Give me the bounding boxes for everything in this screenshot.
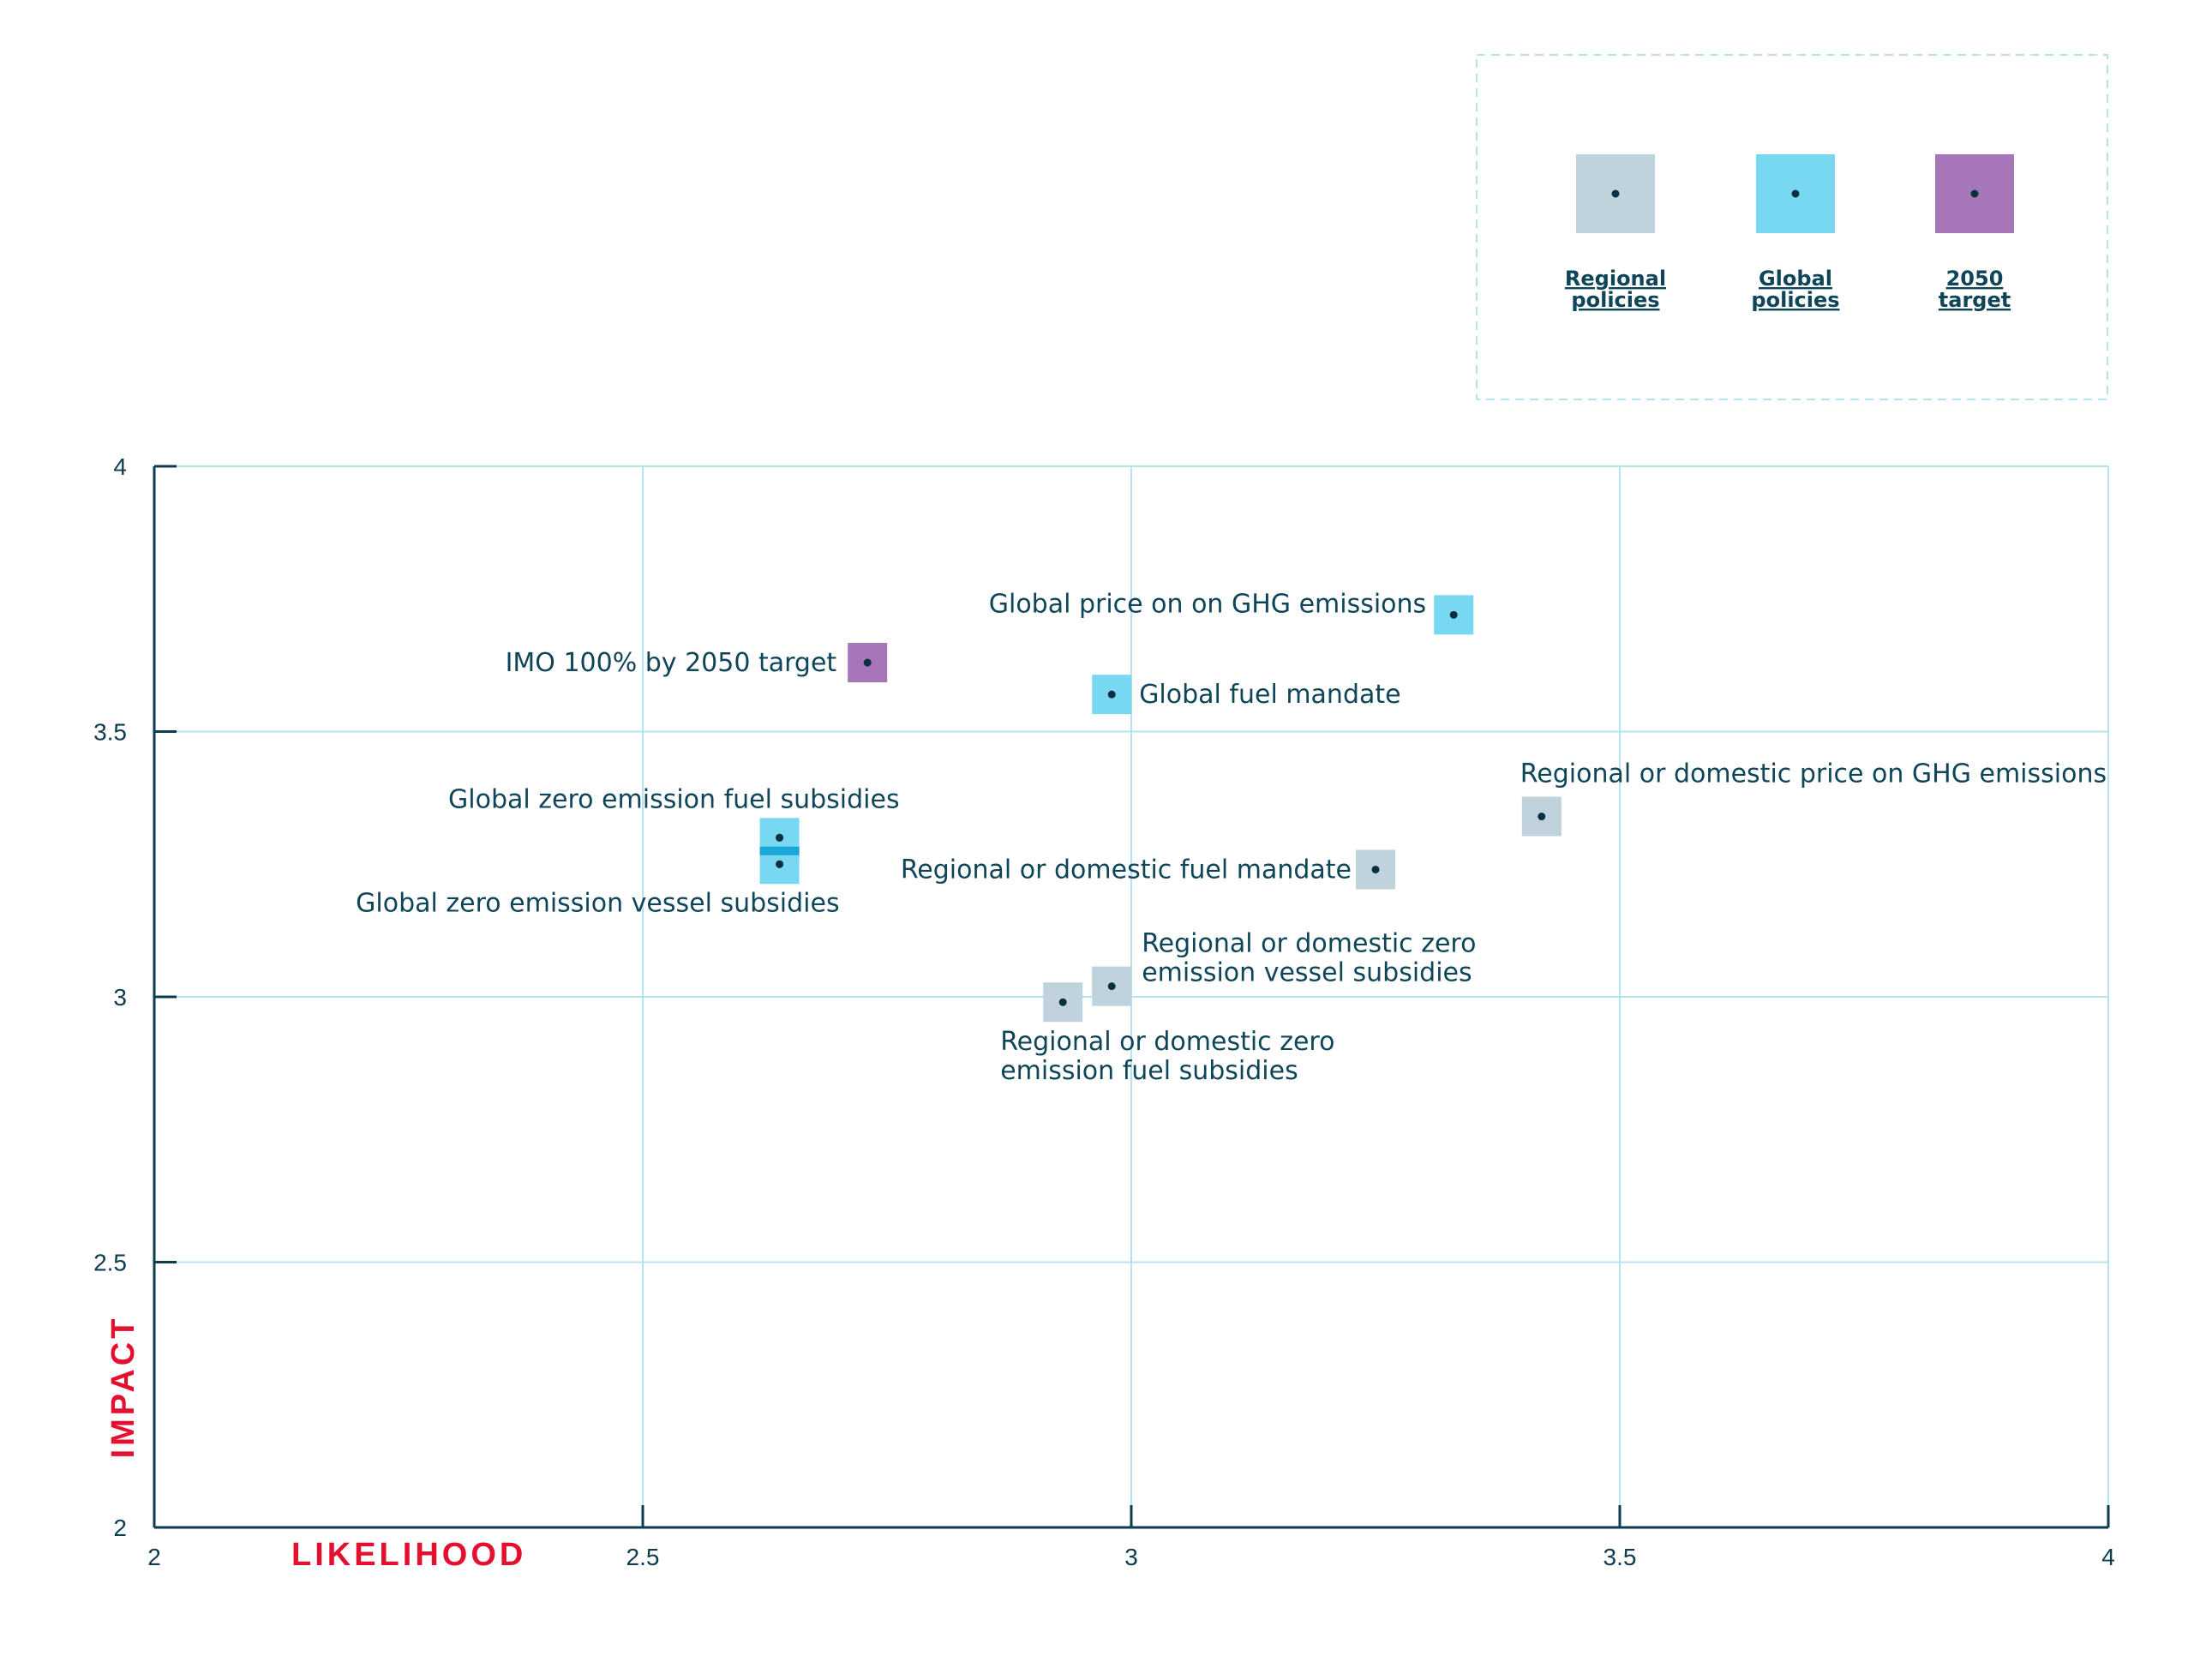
legend-label: 2050 target	[1939, 267, 2011, 312]
legend: Regional policies Global policies 2050 target	[1476, 54, 2108, 400]
legend-swatch-dot	[1791, 189, 1800, 198]
y-tick-label: 3	[113, 984, 127, 1011]
point-label: Regional or domestic fuel mandate	[901, 855, 1352, 885]
point-label: Regional or domestic price on GHG emissi…	[1520, 759, 2107, 789]
point-label: Global fuel mandate	[1139, 680, 1400, 710]
axes	[153, 465, 2110, 1529]
overlap-band	[759, 846, 800, 855]
legend-label: Global policies	[1751, 267, 1839, 312]
x-tick-label: 3.5	[1604, 1544, 1637, 1570]
legend-box	[1476, 54, 2108, 400]
data-point-dot	[1371, 865, 1380, 873]
legend-label: Regional policies	[1565, 267, 1666, 312]
y-axis-title: IMPACT	[105, 1316, 141, 1459]
data-point-dot	[1449, 610, 1458, 619]
legend-swatch-dot	[1970, 189, 1979, 198]
data-point-dot	[1107, 690, 1116, 699]
point-label: Global zero emission vessel subsidies	[356, 888, 839, 918]
y-tick-label: 2	[113, 1515, 127, 1541]
point-labels: Regional or domestic price on GHG emissi…	[356, 589, 2107, 1086]
legend-swatch-dot	[1611, 189, 1620, 198]
x-tick-label: 3	[1124, 1544, 1138, 1570]
data-point-dot	[1107, 982, 1116, 991]
point-label: Regional or domestic zero emission vessel…	[1142, 929, 1476, 988]
x-tick-label: 4	[2101, 1544, 2115, 1570]
tick-labels: 2 2.5 3 3.5 4 2 2.5 3 3.5 4	[93, 453, 2115, 1570]
data-point-dot	[776, 833, 784, 842]
point-label: Global price on on GHG emissions	[989, 589, 1426, 619]
data-point-dot	[863, 658, 872, 667]
point-label: IMO 100% by 2050 target	[506, 648, 837, 678]
data-points	[759, 595, 1562, 1023]
data-point-dot	[776, 860, 784, 868]
x-axis-title: LIKELIHOOD	[291, 1537, 526, 1573]
data-point-dot	[1058, 998, 1067, 1006]
y-tick-label: 3.5	[93, 719, 127, 746]
x-tick-label: 2	[147, 1544, 161, 1570]
point-label: Regional or domestic zero emission fuel s…	[1000, 1027, 1334, 1086]
x-tick-label: 2.5	[626, 1544, 660, 1570]
data-point-dot	[1538, 813, 1546, 821]
y-tick-label: 4	[113, 453, 127, 480]
y-tick-label: 2.5	[93, 1250, 127, 1276]
point-label: Global zero emission fuel subsidies	[448, 784, 900, 814]
